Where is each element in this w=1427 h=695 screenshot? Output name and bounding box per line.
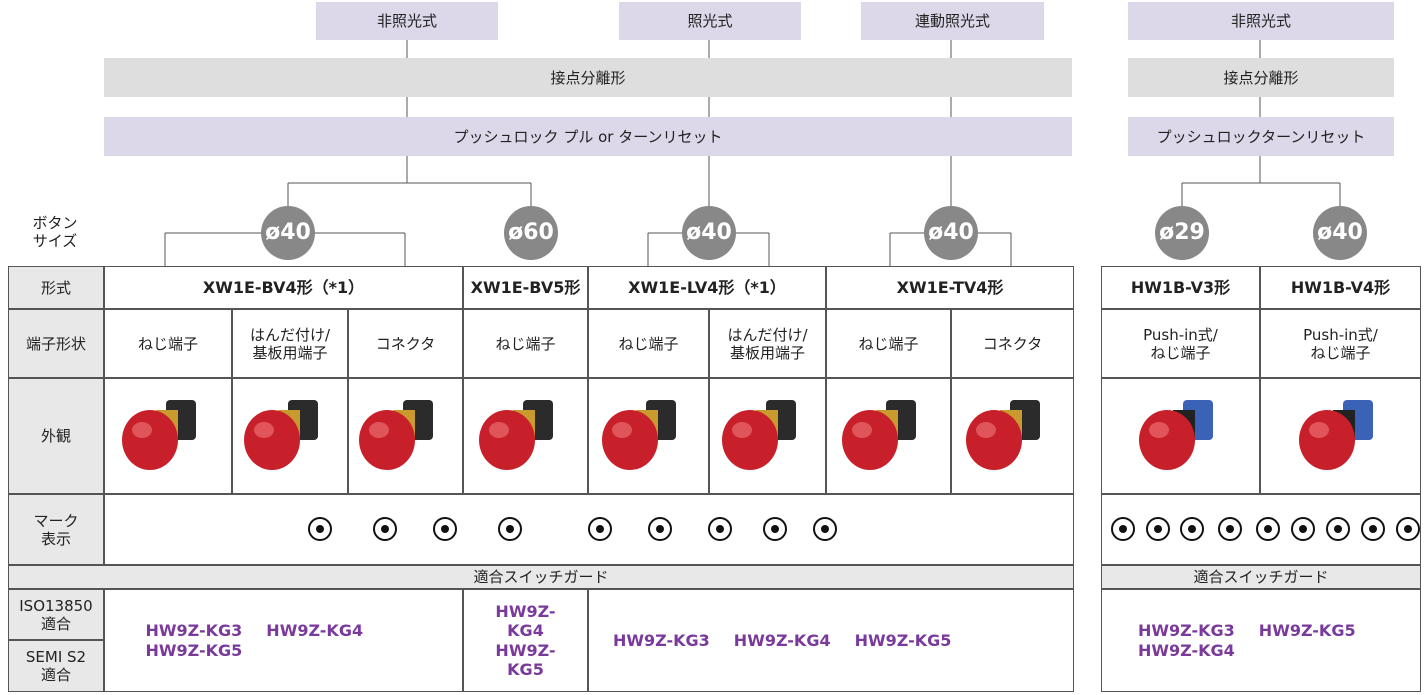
guard-cell: HW9Z-KG3 HW9Z-KG5 HW9Z-KG4	[1101, 589, 1421, 692]
size-label: ø29	[1159, 219, 1205, 245]
size-circle	[1155, 206, 1209, 260]
terminal: コネクタ	[348, 309, 463, 378]
terminal: コネクタ	[951, 309, 1074, 378]
size-circle	[682, 206, 736, 260]
model: HW1B-V4形	[1260, 266, 1421, 309]
terminal: Push-in式/ ねじ端子	[1101, 309, 1260, 378]
guard-list: HW9Z-KG3 HW9Z-KG4 HW9Z-KG5	[601, 631, 1061, 650]
row-label: 外観	[8, 378, 104, 494]
size-circle	[1313, 206, 1367, 260]
image-cell	[709, 378, 826, 494]
semi-label: SEMI S2 適合	[8, 640, 104, 692]
guard-cell: HW9Z-KG3 HW9Z-KG4 HW9Z-KG5	[588, 589, 1074, 692]
guard-model: HW9Z-KG5	[854, 630, 952, 650]
guard-model: HW9Z-KG4	[495, 602, 556, 641]
size-label: ø60	[508, 219, 554, 245]
image-cell	[1101, 378, 1260, 494]
terminal: はんだ付け/ 基板用端子	[709, 309, 826, 378]
row-label: 端子形状	[8, 309, 104, 378]
contact-type: 接点分離形	[104, 58, 1072, 97]
terminal: Push-in式/ ねじ端子	[1260, 309, 1421, 378]
top-header: 非照光式	[1128, 2, 1394, 40]
row-label: マーク 表示	[8, 494, 104, 565]
model: XW1E-TV4形	[826, 266, 1074, 309]
terminal: ねじ端子	[463, 309, 588, 378]
guard-model: HW9Z-KG4	[1138, 640, 1235, 660]
size-label: ø40	[1317, 219, 1363, 245]
guard-model: HW9Z-KG3	[613, 630, 710, 650]
model: HW1B-V3形	[1101, 266, 1260, 309]
terminal: ねじ端子	[826, 309, 951, 378]
size-circle	[924, 206, 978, 260]
button-size-label: ボタン サイズ	[32, 214, 78, 250]
reset-type: プッシュロック プル or ターンリセット	[104, 117, 1072, 156]
model: XW1E-LV4形（*1）	[588, 266, 826, 309]
image-cell	[463, 378, 588, 494]
model: XW1E-BV4形（*1）	[104, 266, 463, 309]
size-label: ø40	[928, 219, 974, 245]
guard-model: HW9Z-KG3	[145, 621, 243, 641]
guard-model: HW9Z-KG4	[733, 630, 831, 650]
terminal: ねじ端子	[588, 309, 709, 378]
image-cell	[826, 378, 951, 494]
row-label: 形式	[8, 266, 104, 309]
guard-list: HW9Z-KG4 HW9Z-KG5	[471, 602, 581, 679]
guard-list: HW9Z-KG3 HW9Z-KG5 HW9Z-KG4	[1126, 621, 1396, 659]
mark-cell	[1101, 494, 1421, 565]
terminal: はんだ付け/ 基板用端子	[232, 309, 348, 378]
image-cell	[232, 378, 348, 494]
guard-model: HW9Z-KG3	[1138, 621, 1235, 641]
model: XW1E-BV5形	[463, 266, 588, 309]
guard-list: HW9Z-KG3 HW9Z-KG4 HW9Z-KG5	[134, 621, 434, 659]
image-cell	[951, 378, 1074, 494]
iso-label: ISO13850 適合	[8, 589, 104, 640]
size-circle	[504, 206, 558, 260]
size-label: ø40	[265, 219, 311, 245]
guard-model: HW9Z-KG5	[1258, 621, 1356, 641]
guard-header: 適合スイッチガード	[1101, 565, 1421, 589]
image-cell	[588, 378, 709, 494]
image-cell	[1260, 378, 1421, 494]
top-header: 非照光式	[316, 2, 498, 40]
guard-model: HW9Z-KG5	[495, 640, 556, 679]
guard-cell: HW9Z-KG4 HW9Z-KG5	[463, 589, 588, 692]
guard-model: HW9Z-KG4	[266, 621, 364, 641]
top-header: 照光式	[619, 2, 801, 40]
image-cell	[348, 378, 463, 494]
contact-type: 接点分離形	[1128, 58, 1394, 97]
top-header: 連動照光式	[861, 2, 1044, 40]
size-label: ø40	[686, 219, 732, 245]
guard-cell: HW9Z-KG3 HW9Z-KG4 HW9Z-KG5	[104, 589, 463, 692]
guard-model: HW9Z-KG5	[145, 640, 243, 660]
size-circle	[261, 206, 315, 260]
reset-type: プッシュロックターンリセット	[1128, 117, 1394, 156]
guard-header: 適合スイッチガード	[8, 565, 1074, 589]
mark-cell	[104, 494, 1074, 565]
terminal: ねじ端子	[104, 309, 232, 378]
image-cell	[104, 378, 232, 494]
